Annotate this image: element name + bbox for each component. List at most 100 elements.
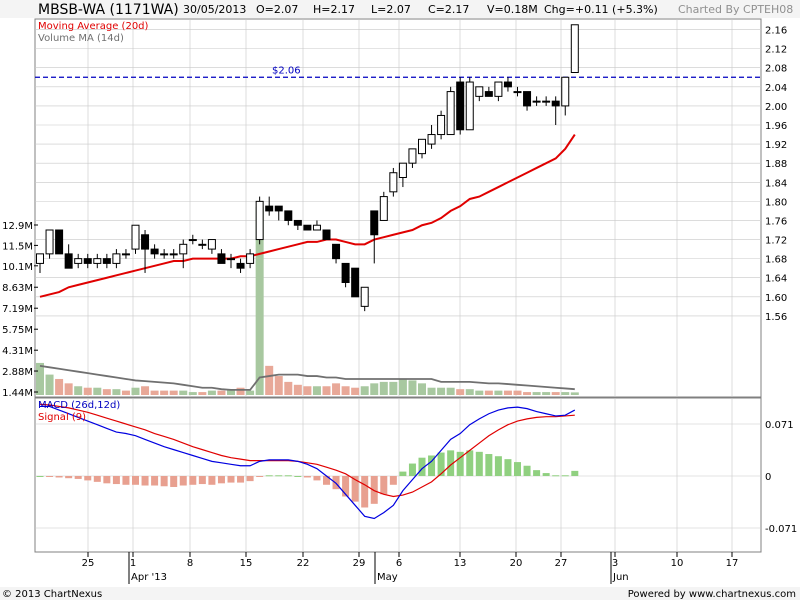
candle-body: [570, 24, 579, 73]
price-tick-label: 1.60: [765, 293, 787, 304]
macd-histogram-bar: [160, 476, 168, 487]
signal-line: [39, 403, 575, 498]
candle-body: [456, 81, 465, 131]
candle-body: [398, 162, 407, 179]
volume-tick-label: 5.75M: [2, 325, 33, 336]
footer-bar: [0, 587, 800, 600]
candle-body: [207, 239, 216, 250]
candle-body: [217, 253, 226, 264]
x-tick-label: 13: [454, 558, 467, 569]
volume-bar: [456, 389, 465, 395]
volume-bar: [284, 381, 293, 395]
macd-tick-label: 0: [765, 472, 771, 483]
macd-histogram-bar: [227, 476, 235, 483]
x-tick-label: 8: [187, 558, 193, 569]
volume-bar: [74, 386, 83, 395]
x-tick-label: 15: [240, 558, 253, 569]
volume-bar: [494, 390, 503, 395]
macd-histogram-bar: [523, 465, 531, 476]
volume-layer: [36, 207, 579, 395]
level-line-label: $2.06: [272, 65, 301, 76]
macd-histogram-bar: [55, 476, 63, 478]
macd-histogram-bar: [179, 476, 187, 486]
volume-tick-label: 12.9M: [2, 221, 33, 232]
volume-tick-label: 11.5M: [2, 241, 33, 252]
macd-histogram-bar: [170, 476, 178, 487]
candle-body: [465, 81, 474, 131]
candle-body: [141, 234, 150, 250]
candle-body: [45, 229, 54, 255]
candle-body: [437, 114, 446, 136]
volume-bar: [475, 390, 484, 395]
macd-histogram-bar: [84, 476, 92, 481]
macd-histogram-bar: [533, 470, 541, 476]
volume-bar: [513, 390, 522, 395]
volume-bar: [351, 387, 360, 395]
header-high: H=2.17: [313, 3, 355, 16]
x-tick-label: 25: [82, 558, 95, 569]
volume-bar: [93, 387, 102, 395]
candle-body: [227, 258, 235, 261]
candle-body: [475, 86, 484, 97]
volume-bar: [465, 389, 474, 395]
candle-body: [370, 210, 379, 236]
volume-bar: [532, 392, 541, 395]
candle-body: [131, 224, 140, 250]
candle-body: [379, 196, 388, 221]
candle-body: [561, 76, 570, 107]
candle-body: [389, 172, 398, 193]
candle-body: [446, 91, 455, 136]
chart-title: MBSB-WA (1171WA): [38, 2, 179, 18]
volume-ma-line: [39, 364, 575, 391]
volume-bar: [312, 386, 321, 395]
macd-histogram-bar: [36, 476, 44, 477]
header-date: 30/05/2013: [183, 3, 246, 16]
header-low: L=2.07: [371, 3, 411, 16]
volume-bar: [418, 383, 426, 395]
volume-bar: [265, 365, 274, 395]
macd-histogram-bar: [141, 476, 149, 486]
price-tick-label: 1.68: [765, 255, 787, 266]
macd-histogram-bar: [361, 476, 369, 508]
volume-bar: [570, 392, 579, 395]
volume-bar: [112, 389, 121, 395]
header-open: O=2.07: [256, 3, 298, 16]
candle-body: [351, 267, 360, 298]
macd-tick-label: -0.071: [765, 524, 797, 535]
macd-histogram-bar: [380, 476, 388, 495]
x-tick-label: 27: [555, 558, 568, 569]
price-tick-label: 1.88: [765, 159, 787, 170]
price-tick-label: 1.76: [765, 216, 787, 227]
candle-body: [179, 243, 188, 255]
volume-bar: [131, 387, 140, 395]
candle-body: [83, 258, 92, 264]
moving-average-line: [39, 133, 576, 298]
powered-by: Powered by www.chartnexus.com: [628, 589, 796, 600]
x-tick-label: 1: [130, 558, 136, 569]
volume-bar: [303, 386, 312, 395]
candle-body: [542, 100, 551, 103]
candle-body: [55, 229, 64, 255]
x-tick-label: 3: [612, 558, 618, 569]
candle-body: [274, 205, 283, 212]
candle-body: [293, 219, 302, 226]
macd-histogram-bar: [323, 476, 330, 485]
header-change: Chg=+0.11 (+5.3%): [544, 3, 658, 16]
volume-bar: [36, 362, 44, 395]
candle-body: [418, 138, 426, 155]
macd-histogram-bar: [542, 473, 550, 476]
volume-bar: [198, 392, 207, 395]
volume-tick-label: 1.44M: [2, 388, 33, 399]
candle-body: [150, 248, 159, 255]
candle-body: [74, 258, 83, 264]
candle-body: [322, 229, 331, 241]
volume-bar: [341, 386, 350, 395]
candle-body: [160, 253, 169, 256]
macd-histogram-bar: [428, 455, 436, 476]
volume-bar: [160, 390, 169, 395]
macd-histogram-bar: [342, 476, 350, 497]
macd-histogram-bar: [504, 459, 512, 476]
macd-histogram-bar: [198, 476, 206, 485]
macd-histogram-bar: [93, 476, 101, 482]
